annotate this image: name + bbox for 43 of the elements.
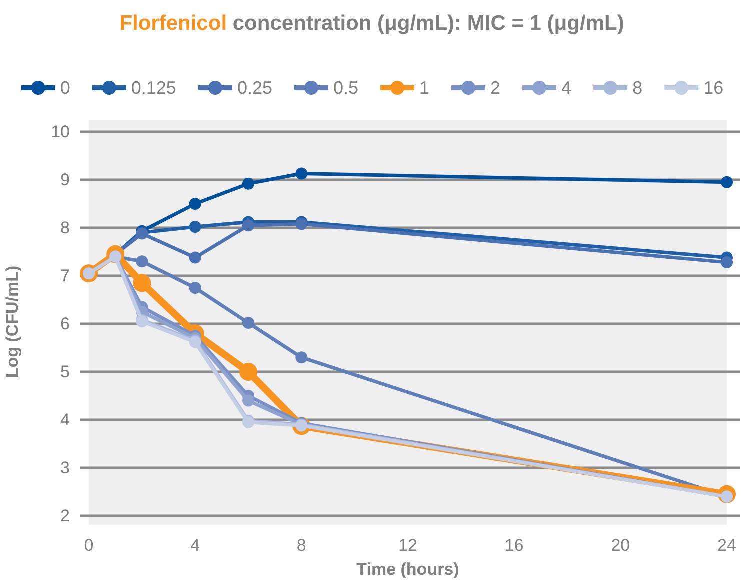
x-tick-label: 12 <box>398 536 418 556</box>
legend-label: 4 <box>562 78 572 98</box>
x-tick-label: 20 <box>611 536 630 556</box>
y-tick-label: 4 <box>60 410 70 430</box>
y-tick-label: 8 <box>60 218 70 238</box>
point <box>136 256 148 268</box>
point <box>242 394 254 407</box>
x-axis-title: Time (hours) <box>356 560 460 579</box>
point <box>189 282 202 294</box>
y-tick-label: 7 <box>60 266 70 286</box>
point <box>296 168 308 180</box>
legend-label: 0.25 <box>237 78 272 98</box>
point <box>242 178 254 190</box>
x-tick-label: 0 <box>84 536 94 556</box>
point <box>242 317 254 330</box>
point <box>721 176 733 188</box>
point <box>189 252 202 264</box>
x-tick-label: 4 <box>190 536 200 556</box>
point <box>242 220 254 232</box>
y-tick-label: 9 <box>60 170 70 190</box>
point <box>240 363 258 381</box>
y-tick-label: 5 <box>60 362 70 382</box>
y-tick-label: 6 <box>60 314 70 334</box>
legend-label: 0.5 <box>333 78 359 98</box>
legend-label: 1 <box>420 78 430 98</box>
chart-title: Florfenicol concentration (μg/mL): MIC = 1 (μg/mL) <box>120 12 624 35</box>
point <box>189 221 202 234</box>
y-tick-label: 10 <box>51 122 70 142</box>
legend-label: 2 <box>490 78 501 98</box>
point <box>189 198 202 210</box>
point <box>133 274 152 292</box>
y-tick-label: 2 <box>60 506 70 526</box>
legend-label: 0 <box>60 78 70 98</box>
x-tick-label: 8 <box>296 536 306 556</box>
x-tick-label: 16 <box>504 536 524 556</box>
y-axis-title: Log (CFU/mL) <box>3 266 22 378</box>
legend-label: 0.125 <box>131 78 176 98</box>
point <box>296 352 308 364</box>
legend-label: 8 <box>632 78 643 98</box>
y-tick-label: 3 <box>60 458 70 478</box>
point <box>721 256 733 269</box>
legend-label: 16 <box>704 78 724 98</box>
x-tick-label: 24 <box>718 536 736 556</box>
